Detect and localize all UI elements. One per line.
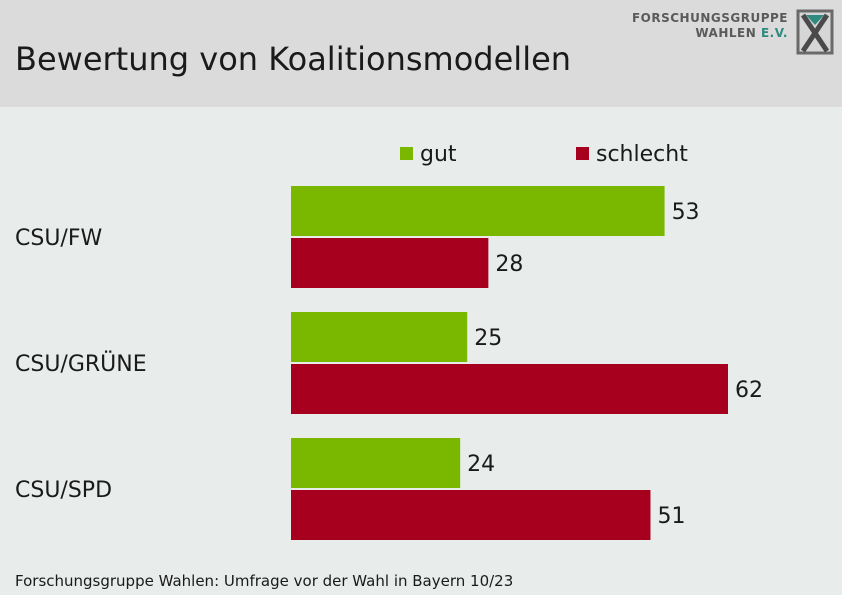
legend-label-schlecht: schlecht (596, 142, 688, 167)
coalition-bar-chart: gut schlecht CSU/FW 53 28 CSU/GRÜNE 25 62 CSU/SP… (15, 142, 763, 540)
bar-csu-gr-ne-schlecht (291, 364, 728, 414)
logo-icon (796, 9, 834, 55)
bar-csu-fw-gut (291, 186, 665, 236)
category-label-csu-fw: CSU/FW (15, 226, 102, 251)
page-title: Bewertung von Koalitionsmodellen (15, 40, 572, 78)
logo-line-1: FORSCHUNGSGRUPPE (631, 11, 788, 25)
value-label-csu-gr-ne-gut: 25 (474, 326, 502, 351)
bar-csu-gr-ne-gut (291, 312, 468, 362)
legend-swatch-gut (400, 147, 413, 160)
value-label-csu-fw-gut: 53 (672, 200, 700, 225)
value-label-csu-fw-schlecht: 28 (495, 252, 523, 277)
value-label-csu-spd-gut: 24 (467, 452, 495, 477)
bar-csu-fw-schlecht (291, 238, 489, 288)
logo-line-2b: E.V. (760, 26, 788, 40)
value-label-csu-gr-ne-schlecht: 62 (735, 378, 763, 403)
category-label-csu-gr-ne: CSU/GRÜNE (15, 351, 147, 377)
category-label-csu-spd: CSU/SPD (15, 478, 112, 503)
header-band: Bewertung von Koalitionsmodellen FORSCHU… (0, 0, 842, 107)
legend-swatch-schlecht (576, 147, 589, 160)
bar-csu-spd-schlecht (291, 490, 651, 540)
logo-line-2a: WAHLEN (695, 26, 761, 40)
bar-csu-spd-gut (291, 438, 461, 488)
logo-line-2: WAHLEN E.V. (632, 26, 788, 41)
logo-text: FORSCHUNGSGRUPPE WAHLEN E.V. (632, 11, 788, 41)
legend-label-gut: gut (420, 142, 457, 167)
value-label-csu-spd-schlecht: 51 (657, 504, 685, 529)
source-note: Forschungsgruppe Wahlen: Umfrage vor der… (15, 572, 514, 590)
